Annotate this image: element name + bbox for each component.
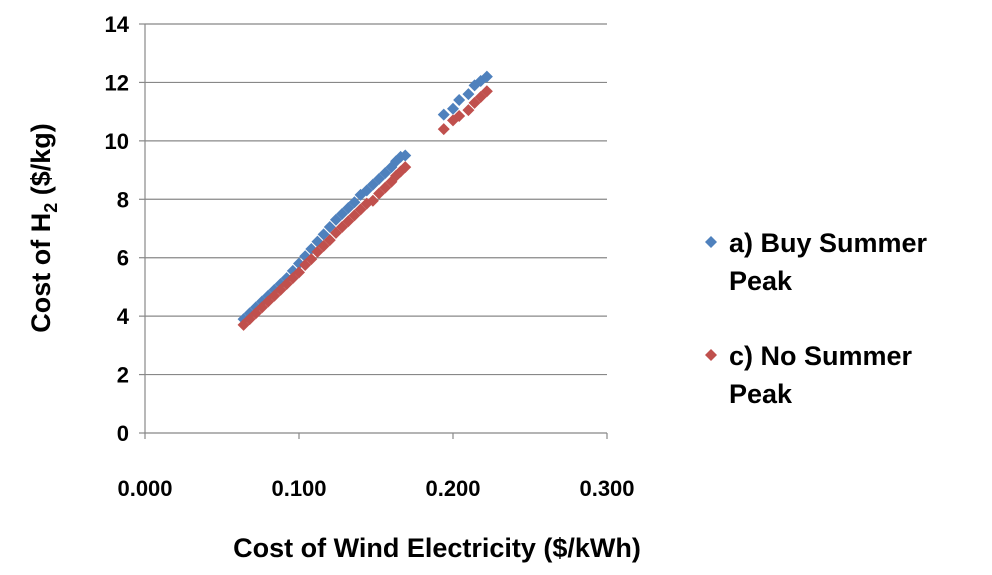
x-axis-title: Cost of Wind Electricity ($/kWh) <box>233 533 641 563</box>
data-point <box>360 184 373 197</box>
data-point <box>256 301 269 314</box>
legend-entry: c) No Summer Peak <box>705 341 913 409</box>
y-tick-label: 2 <box>117 363 129 388</box>
data-point <box>480 85 493 98</box>
data-point <box>373 172 386 185</box>
data-point <box>474 91 487 104</box>
data-point <box>399 161 412 174</box>
data-point <box>336 221 349 234</box>
y-tick-label: 8 <box>117 187 129 212</box>
axis-titles: Cost of Wind Electricity ($/kWh) Cost of … <box>26 123 641 563</box>
data-point <box>342 215 355 228</box>
data-point <box>354 203 367 216</box>
data-point <box>453 110 466 123</box>
data-point <box>336 207 349 220</box>
data-point <box>268 289 281 302</box>
data-point <box>249 307 262 320</box>
data-point <box>447 102 459 115</box>
legend-label: Peak <box>729 266 793 296</box>
x-tick-label: 0.300 <box>579 476 634 501</box>
y-axis-title: Cost of H2 ($/kg) <box>26 123 61 333</box>
data-point <box>437 108 450 121</box>
data-point <box>329 213 342 226</box>
gridlines <box>145 23 607 376</box>
data-point <box>379 166 392 179</box>
data-point <box>237 318 250 331</box>
data-point <box>366 178 379 191</box>
x-tick-label: 0.100 <box>271 476 326 501</box>
y-axis-title-subscript: 2 <box>41 203 61 213</box>
data-point <box>399 149 412 162</box>
data-point <box>453 93 466 106</box>
data-point <box>280 278 293 291</box>
data-point <box>462 88 475 101</box>
data-point <box>274 283 287 296</box>
data-point <box>286 272 299 285</box>
y-axis-title-prefix: Cost of H <box>26 213 56 333</box>
data-point <box>437 123 450 136</box>
data-point <box>311 245 324 258</box>
data-point <box>348 209 361 222</box>
legend: a) Buy Summer Peak c) No Summer Peak <box>705 228 928 409</box>
data-point <box>348 196 361 209</box>
legend-entry: a) Buy Summer Peak <box>705 228 928 296</box>
data-point <box>342 202 355 215</box>
y-tick-label: 14 <box>105 12 130 37</box>
legend-label: c) No Summer <box>729 341 913 371</box>
series-no-summer-peak <box>237 85 493 331</box>
data-point <box>293 266 305 279</box>
data-point <box>462 104 475 117</box>
data-series <box>237 70 493 331</box>
legend-marker <box>705 236 717 248</box>
y-tick-label: 0 <box>117 421 129 446</box>
data-point <box>243 313 256 326</box>
data-point <box>262 295 275 308</box>
axes <box>139 23 608 439</box>
y-tick-label: 6 <box>117 246 129 271</box>
legend-label: a) Buy Summer <box>729 228 928 258</box>
data-point <box>373 187 386 200</box>
data-point <box>323 234 336 247</box>
data-point <box>329 226 342 239</box>
data-point <box>366 194 379 207</box>
x-tick-label: 0.200 <box>425 476 480 501</box>
legend-label: Peak <box>729 379 793 409</box>
data-point <box>299 259 312 272</box>
y-axis-title-suffix: ($/kg) <box>26 123 56 203</box>
data-point <box>468 96 481 109</box>
y-tick-label: 12 <box>105 70 129 95</box>
tick-labels: 0 2 4 6 8 10 12 14 0.000 0.100 0.200 0.300 <box>105 12 635 501</box>
data-point <box>317 228 330 241</box>
data-point <box>480 70 493 83</box>
legend-marker <box>705 349 717 361</box>
y-tick-label: 4 <box>117 304 130 329</box>
data-point <box>317 240 330 253</box>
data-point <box>323 221 336 234</box>
data-point <box>379 181 392 194</box>
series-buy-summer-peak <box>237 70 493 326</box>
y-tick-label: 10 <box>105 129 129 154</box>
data-point <box>305 253 318 266</box>
x-tick-label: 0.000 <box>117 476 172 501</box>
